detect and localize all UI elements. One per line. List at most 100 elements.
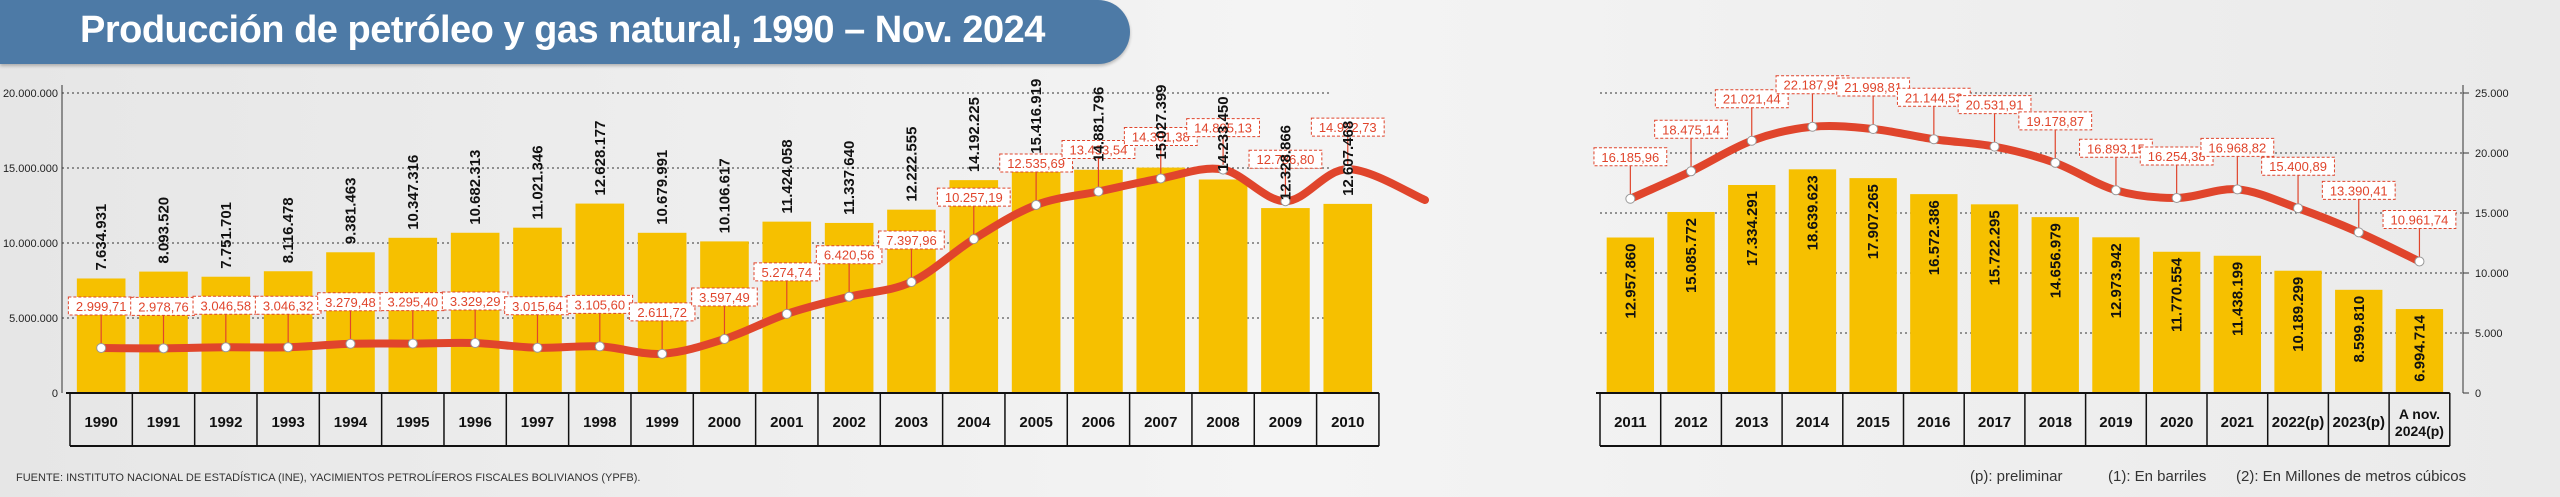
line-point-marker — [2050, 157, 2061, 168]
line-value-label: 16.254,38 — [2148, 149, 2206, 164]
line-label-box — [192, 295, 260, 315]
line-point-marker — [1342, 164, 1353, 175]
line-point-marker — [2293, 203, 2304, 214]
line-point-marker — [1928, 134, 1939, 145]
line-value-label: 3.279,48 — [325, 295, 376, 310]
bar-value-label: 12.957.860 — [1622, 244, 1639, 319]
line-value-label: 21.021,44 — [1723, 92, 1781, 107]
bar-value-label: 8.599.810 — [2351, 296, 2368, 363]
line-label-box — [628, 302, 696, 322]
line-label-box — [1714, 89, 1789, 109]
y-tick-label: 20.000.000 — [3, 88, 58, 100]
category-label: A nov. — [2399, 406, 2440, 422]
category-label: 2008 — [1206, 414, 1239, 431]
line-point-marker — [781, 308, 792, 319]
line-label-box — [2018, 111, 2093, 131]
source-note: FUENTE: INSTITUTO NACIONAL DE ESTADÍSTIC… — [16, 472, 641, 484]
category-label: 1995 — [396, 414, 429, 431]
line-point-marker — [407, 338, 418, 349]
bar-value-label: 7.634.931 — [93, 204, 110, 271]
y-tick-label: 5.000.000 — [9, 313, 58, 325]
bar-2011 — [1606, 237, 1655, 393]
bar-value-label: 15.027.399 — [1153, 85, 1170, 160]
line-value-label: 19.178,87 — [2026, 114, 2084, 129]
line-point-marker — [2232, 184, 2243, 195]
line-label-box — [67, 296, 135, 316]
category-label: 2017 — [1978, 414, 2011, 431]
line-label-box — [1310, 117, 1385, 137]
line-point-marker — [1746, 135, 1757, 146]
bar-value-label: 12.222.555 — [903, 127, 920, 202]
line-value-label: 12.535,69 — [1007, 156, 1065, 171]
bar-2015 — [1849, 178, 1897, 393]
bar-value-label: 14.233.450 — [1215, 96, 1232, 171]
line-point-marker — [1686, 166, 1697, 177]
line-value-label: 2.611,72 — [637, 305, 687, 320]
category-label: 1997 — [521, 414, 554, 431]
category-label: 2005 — [1019, 414, 1052, 431]
y-tick-label: 15.000.000 — [3, 163, 58, 175]
line-label-box — [2200, 137, 2275, 157]
bar-2010 — [1323, 203, 1373, 393]
bar-value-label: 10.347.316 — [405, 155, 422, 230]
line-point-marker — [283, 342, 294, 353]
line-value-label: 3.046,32 — [263, 298, 314, 313]
bar-value-label: 7.751.701 — [218, 202, 235, 269]
y-tick-label: 10.000.000 — [3, 238, 58, 250]
bar-value-label: 10.106.617 — [716, 158, 733, 233]
category-label: 2021 — [2221, 414, 2254, 431]
line-point-marker — [1031, 199, 1042, 210]
bar-value-label: 16.572.386 — [1926, 200, 1943, 275]
line-value-label: 3.015,64 — [512, 299, 563, 314]
bar-value-label: 11.424.058 — [779, 139, 796, 213]
bar-value-label: 15.416.919 — [1028, 79, 1045, 154]
bar-value-label: 12.607.468 — [1340, 121, 1357, 196]
bar-value-label: 11.337.640 — [841, 141, 858, 215]
y-tick-label: 15.000 — [2475, 208, 2509, 220]
bar-2019 — [2092, 237, 2140, 393]
line-point-marker — [1868, 124, 1879, 135]
category-label: 2013 — [1735, 414, 1768, 431]
line-value-label: 14.895,13 — [1194, 121, 1252, 136]
category-label: 1991 — [147, 414, 180, 431]
line-label-box — [2382, 209, 2457, 229]
bar-value-label: 10.679.991 — [654, 150, 671, 225]
line-label-box — [878, 230, 945, 250]
category-label: 2014 — [1796, 414, 1830, 431]
y-tick-label: 0 — [52, 388, 58, 400]
line-point-marker — [1280, 196, 1291, 207]
category-label: 2015 — [1856, 414, 1889, 431]
line-value-label: 7.397,96 — [886, 233, 937, 248]
line-point-marker — [220, 342, 231, 353]
line-label-box — [1957, 95, 2032, 115]
bar-value-label: 12.973.942 — [2108, 243, 2125, 318]
bar-value-label: 14.656.979 — [2047, 223, 2064, 298]
bar-2021 — [2213, 255, 2262, 393]
category-label: 1994 — [334, 414, 368, 431]
bar-A nov. 2024(p) — [2395, 309, 2444, 393]
bar-value-label: 14.192.225 — [966, 97, 983, 172]
category-label: 2019 — [2099, 414, 2132, 431]
line-label-box — [379, 292, 447, 312]
line-label-box — [2261, 156, 2335, 176]
line-point-marker — [719, 334, 730, 345]
line-point-marker — [657, 348, 668, 359]
line-point-marker — [1807, 121, 1818, 132]
line-value-label: 20.531,91 — [1966, 98, 2024, 113]
line-point-marker — [345, 338, 356, 349]
bar-value-label: 18.639.623 — [1804, 175, 1821, 250]
line-value-label: 16.185,96 — [1601, 150, 1659, 165]
legend-note-preliminar: (p): preliminar — [1970, 468, 2063, 485]
bar-value-label: 14.881.796 — [1090, 87, 1107, 162]
bar-value-label: 12.628.177 — [592, 120, 609, 195]
category-label: 2018 — [2039, 414, 2072, 431]
bar-2016 — [1910, 194, 1958, 393]
category-label: 1992 — [209, 414, 242, 431]
line-point-marker — [1625, 193, 1636, 204]
line-label-box — [1186, 118, 1261, 138]
line-value-label: 3.329,29 — [450, 294, 501, 309]
category-label: 1998 — [583, 414, 616, 431]
category-label: 1993 — [271, 414, 304, 431]
line-point-marker — [1989, 141, 2000, 152]
category-label: 2012 — [1674, 414, 1707, 431]
